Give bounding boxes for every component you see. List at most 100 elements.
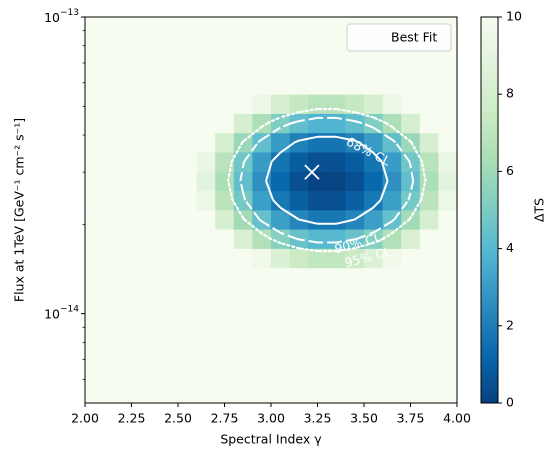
legend-marker: [362, 32, 374, 44]
heatmap-cell: [308, 248, 328, 269]
heatmap-cell: [382, 306, 402, 327]
heatmap-cell: [401, 229, 421, 249]
colorbar-label: ΔTS: [532, 198, 547, 222]
heatmap-cell: [140, 55, 160, 76]
heatmap-cell: [159, 17, 179, 37]
heatmap-cell: [85, 344, 105, 365]
heatmap-cell: [364, 132, 384, 153]
heatmap-cell: [196, 74, 216, 95]
heatmap-cell: [103, 229, 123, 249]
heatmap-cell: [326, 36, 346, 57]
heatmap-cell: [364, 383, 384, 404]
heatmap-cell: [419, 113, 439, 134]
heatmap-cell: [215, 287, 235, 307]
heatmap-cell: [140, 229, 160, 249]
heatmap-cell: [382, 383, 402, 404]
heatmap-cell: [252, 287, 272, 307]
heatmap-cell: [419, 74, 439, 95]
heatmap-cell: [289, 306, 309, 327]
heatmap-cell: [364, 325, 384, 346]
heatmap-cell: [419, 364, 439, 384]
heatmap-cell: [401, 94, 421, 114]
colorbar-tick-label: 10: [506, 9, 522, 24]
heatmap-cell: [382, 74, 402, 95]
heatmap-cell: [419, 248, 439, 269]
heatmap-cell: [382, 287, 402, 307]
heatmap-cell: [419, 344, 439, 365]
heatmap-cell: [308, 287, 328, 307]
x-tick-label: 2.00: [71, 411, 99, 426]
heatmap-cell: [233, 94, 253, 114]
heatmap-cell: [401, 55, 421, 76]
heatmap-cell: [382, 151, 402, 172]
heatmap-cell: [252, 17, 272, 37]
heatmap-cell: [159, 325, 179, 346]
heatmap-cell: [140, 190, 160, 211]
heatmap-cell: [196, 383, 216, 404]
heatmap-cell: [382, 190, 402, 211]
heatmap-cell: [438, 267, 458, 288]
heatmap-cell: [271, 383, 291, 404]
heatmap-cell: [215, 17, 235, 37]
heatmap-cell: [159, 190, 179, 211]
heatmap-cell: [233, 113, 253, 134]
heatmap-cell: [103, 17, 123, 37]
colorbar-tick-label: 8: [506, 86, 514, 101]
heatmap-cell: [438, 209, 458, 230]
heatmap-cell: [326, 74, 346, 95]
heatmap-cell: [215, 248, 235, 269]
x-tick-label: 2.50: [164, 411, 192, 426]
heatmap-cell: [401, 248, 421, 269]
heatmap-cell: [364, 248, 384, 269]
heatmap-cell: [382, 229, 402, 249]
heatmap-cell: [345, 325, 365, 346]
heatmap-cell: [438, 383, 458, 404]
heatmap-cell: [215, 306, 235, 327]
heatmap-cell: [308, 151, 328, 172]
heatmap-cell: [438, 113, 458, 134]
heatmap-cell: [252, 55, 272, 76]
heatmap-cell: [233, 17, 253, 37]
heatmap-cell: [326, 229, 346, 249]
heatmap-cell: [215, 344, 235, 365]
heatmap-cell: [140, 267, 160, 288]
heatmap-cell: [215, 36, 235, 57]
heatmap-cell: [401, 171, 421, 192]
heatmap-cell: [382, 344, 402, 365]
heatmap-cell: [178, 151, 198, 172]
heatmap-cell: [140, 287, 160, 307]
heatmap-cell: [308, 36, 328, 57]
heatmap-cell: [178, 36, 198, 57]
colorbar-tick-label: 6: [506, 163, 514, 178]
heatmap-cell: [271, 55, 291, 76]
heatmap-cell: [252, 74, 272, 95]
heatmap-cell: [85, 132, 105, 153]
heatmap-cell: [140, 209, 160, 230]
heatmap-cell: [85, 267, 105, 288]
heatmap-cell: [196, 344, 216, 365]
heatmap-cell: [308, 383, 328, 404]
x-axis-label: Spectral Index γ: [220, 432, 322, 447]
heatmap-cell: [345, 94, 365, 114]
heatmap-cell: [233, 36, 253, 57]
heatmap-cell: [438, 306, 458, 327]
heatmap-cell: [401, 113, 421, 134]
heatmap-cell: [271, 364, 291, 384]
heatmap-cell: [215, 364, 235, 384]
colorbar-tick-label: 2: [506, 317, 514, 332]
heatmap-cell: [159, 267, 179, 288]
heatmap-cell: [178, 248, 198, 269]
legend-box: [346, 23, 452, 52]
heatmap-cell: [345, 344, 365, 365]
heatmap-cell: [419, 267, 439, 288]
heatmap-cell: [233, 267, 253, 288]
heatmap-cell: [289, 364, 309, 384]
x-tick-label: 2.25: [118, 411, 146, 426]
heatmap-cell: [159, 171, 179, 192]
heatmap-cell: [308, 17, 328, 37]
heatmap-cell: [196, 248, 216, 269]
colorbar-tick-label: 0: [506, 395, 514, 410]
heatmap-cell: [196, 94, 216, 114]
heatmap-cell: [140, 113, 160, 134]
heatmap-cell: [364, 209, 384, 230]
